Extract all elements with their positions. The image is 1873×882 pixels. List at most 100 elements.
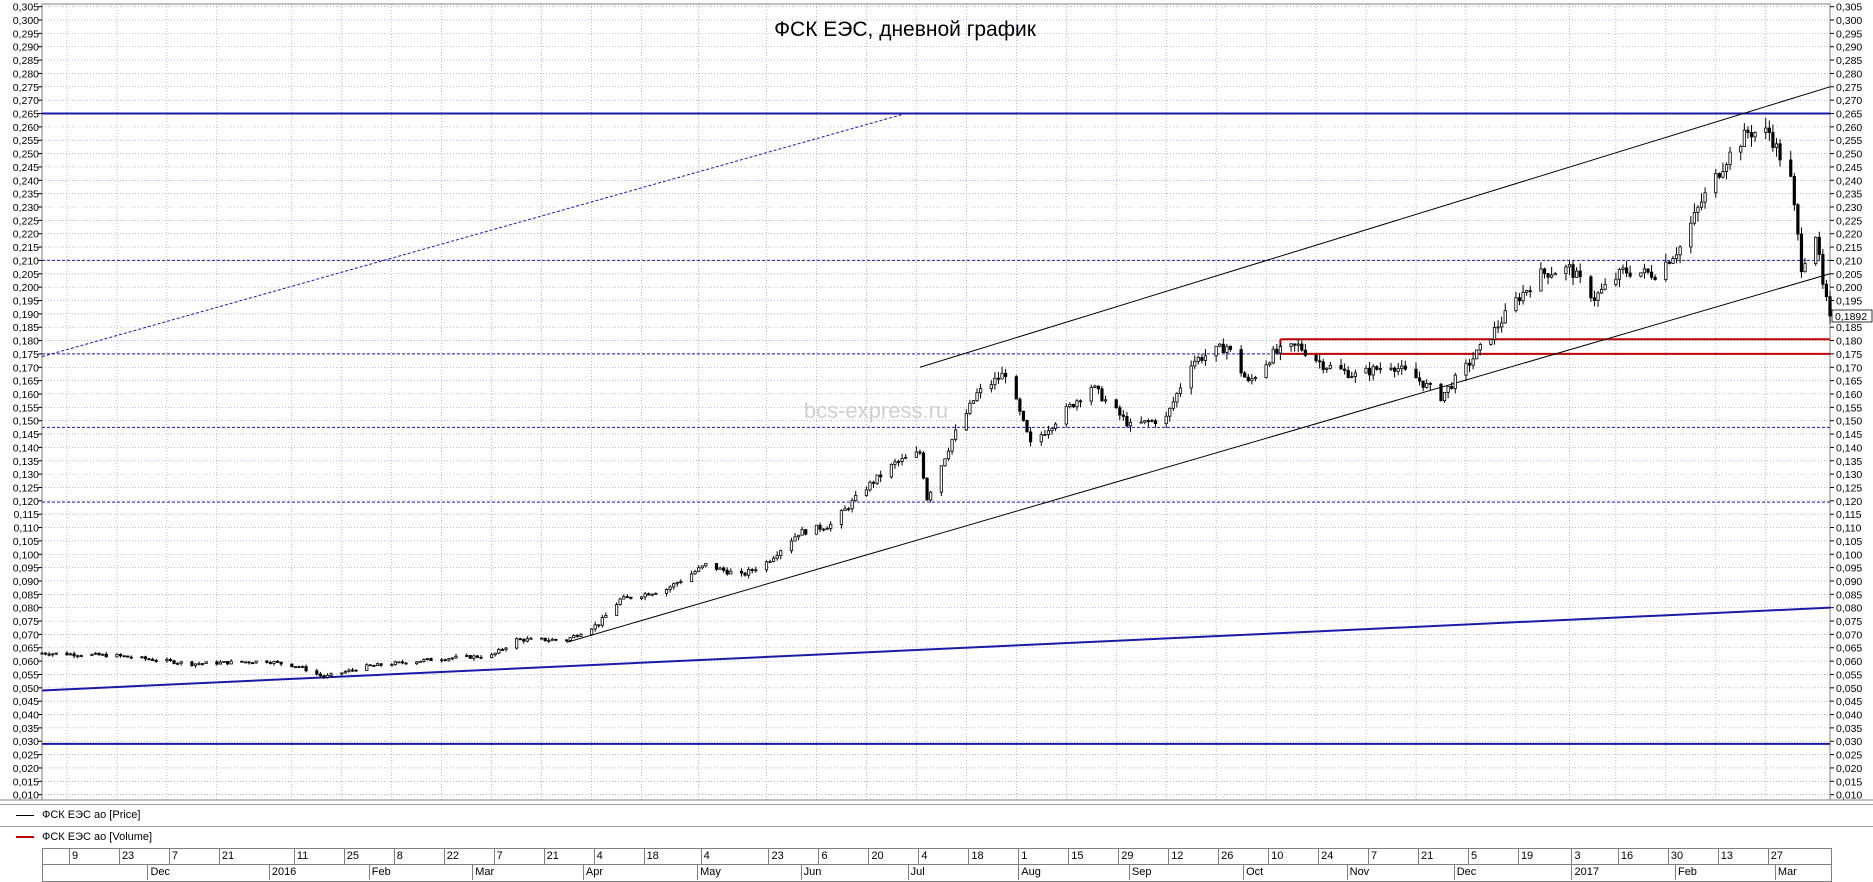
x-tick-day-label: 20 (868, 849, 884, 864)
x-tick-day-label: 21 (543, 849, 559, 864)
candle-body (47, 653, 51, 656)
candle-body (76, 655, 80, 658)
x-tick-day-label: 16 (1617, 849, 1634, 864)
candle-body (254, 660, 258, 664)
x-tick-period-label: Feb (368, 865, 391, 880)
y-tick-label-left: 0,065 (13, 643, 39, 655)
y-tick-label-left: 0,165 (13, 376, 39, 388)
y-tick-label-left: 0,195 (13, 295, 39, 307)
candle-body (1621, 267, 1625, 270)
y-tick-label-right: 0,235 (1836, 189, 1862, 201)
y-tick-label-left: 0,305 (13, 2, 39, 14)
y-tick-label-right: 0,160 (1836, 389, 1862, 401)
candle-body (1293, 343, 1297, 346)
candle-body (1821, 254, 1825, 285)
candle-body (996, 377, 1001, 380)
candle-body (754, 569, 758, 572)
y-tick-label-left: 0,205 (13, 269, 39, 281)
candle-body (971, 400, 976, 404)
candle-body (379, 663, 383, 666)
x-tick-day-label: 8 (393, 849, 403, 864)
candle-body (718, 567, 722, 570)
time-axis[interactable]: 9 23 7 21 11 25 8 22 7 21 4 18 4 23 6 20 4 18 1 15 29 12 26 10 2… (42, 848, 1832, 882)
candle-body (868, 481, 872, 491)
x-tick-day-label: 7 (493, 849, 503, 864)
candle-body (1667, 261, 1672, 264)
candle-body (1478, 344, 1482, 351)
candle-body (1246, 376, 1250, 382)
x-tick-period-label: Dec (1453, 865, 1477, 880)
y-tick-label-right: 0,145 (1836, 429, 1862, 441)
y-tick-label-left: 0,035 (13, 723, 39, 735)
candle-body (515, 638, 519, 649)
candle-body (368, 664, 372, 667)
candle-body (297, 666, 301, 668)
candle-body (1674, 254, 1679, 259)
candle-body (1175, 392, 1179, 403)
x-tick-day-label: 5 (1467, 849, 1478, 864)
candle-body (497, 649, 501, 654)
candle-body (1071, 404, 1076, 408)
candle-body (1121, 414, 1125, 417)
y-tick-label-right: 0,295 (1836, 28, 1862, 40)
x-tick-day-label: 12 (1168, 849, 1184, 864)
x-tick-period-label: Nov (1346, 865, 1370, 880)
candle-body (1164, 415, 1168, 425)
legend-price[interactable]: ФСК ЕЭС ао [Price] (0, 804, 1873, 827)
x-tick-day-label: 11 (293, 849, 309, 864)
candle-body (764, 561, 769, 571)
candle-body (625, 596, 629, 599)
candle-body (1321, 361, 1325, 370)
candle-body (1021, 410, 1026, 421)
candle-body (918, 451, 922, 454)
candle-body (739, 570, 744, 574)
candle-body (1517, 297, 1522, 302)
candle-body (1678, 246, 1682, 256)
trend-line (919, 86, 1831, 368)
candle-body (554, 638, 558, 641)
candle-body (97, 652, 101, 656)
candle-body (618, 598, 622, 605)
candle-body (1428, 382, 1432, 385)
legend-price-swatch (16, 815, 34, 816)
x-tick-period-label: Oct (1243, 865, 1264, 880)
candle-body (725, 569, 729, 575)
plot-area (41, 3, 1831, 801)
candle-body (529, 637, 533, 640)
candle-body (1578, 270, 1582, 278)
legend-volume[interactable]: ФСК ЕЭС ао [Volume] (0, 826, 1873, 849)
candle-body (925, 477, 929, 501)
candle-body (1614, 278, 1618, 286)
candle-body (1250, 378, 1254, 382)
candles-group (40, 117, 1832, 679)
trend-line (41, 606, 1831, 692)
candle-body (1414, 368, 1418, 379)
candle-body (1043, 434, 1047, 436)
candle-body (1550, 274, 1554, 278)
candle-body (1803, 263, 1807, 273)
candle-body (250, 662, 255, 665)
candle-body (575, 635, 579, 637)
y-tick-label-right: 0,205 (1836, 269, 1862, 281)
y-tick-label-right: 0,150 (1836, 416, 1862, 428)
y-tick-label-left: 0,250 (13, 149, 39, 161)
candle-body (1792, 175, 1796, 206)
candle-body (1421, 380, 1425, 388)
candle-body (1492, 326, 1497, 340)
y-tick-label-left: 0,080 (13, 603, 39, 615)
candle-body (964, 413, 968, 431)
candle-body (871, 481, 876, 484)
candle-body (579, 634, 583, 637)
candle-body (821, 528, 826, 531)
candle-body (1464, 362, 1468, 376)
y-tick-label-right: 0,260 (1836, 122, 1862, 134)
candle-body (443, 659, 447, 662)
y-tick-label-left: 0,110 (14, 523, 40, 535)
candle-body (1146, 420, 1150, 423)
candle-body (1503, 310, 1507, 324)
candle-body (1589, 276, 1593, 299)
candle-body (1396, 368, 1400, 372)
candle-body (1364, 367, 1368, 374)
y-tick-label-left: 0,255 (13, 135, 39, 147)
